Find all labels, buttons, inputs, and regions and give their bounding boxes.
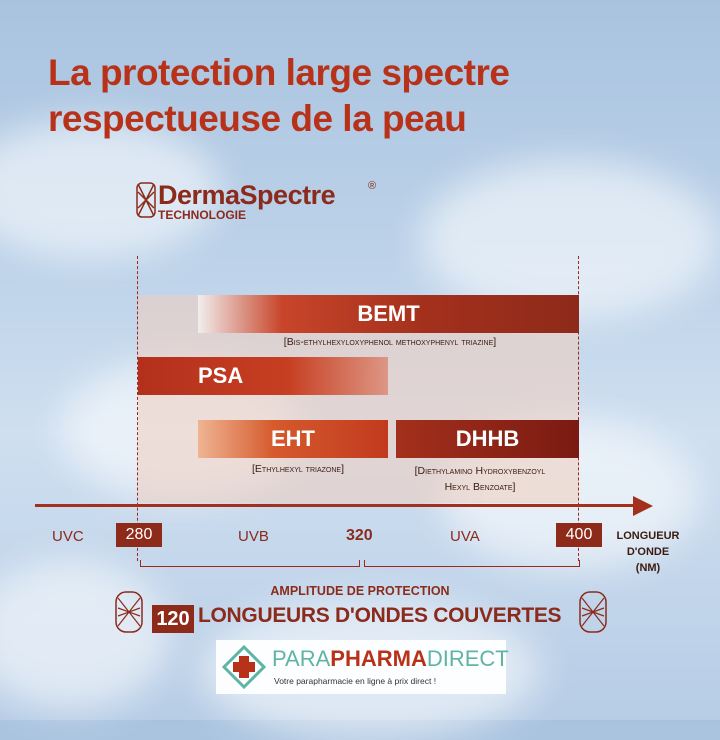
tick-320: 320 (346, 527, 373, 544)
eht-label: EHT (271, 426, 315, 451)
range-uva: UVA (450, 528, 480, 545)
logo-wordmark: PARAPHARMADIRECT (272, 646, 509, 671)
dashed-line-280 (137, 256, 138, 561)
dhhb-description: [Diethylamino Hydroxybenzoyl Hexyl Benzo… (414, 465, 546, 493)
tick-400: 400 (556, 523, 602, 547)
brand-subtitle: TECHNOLOGIE (158, 208, 247, 222)
coil-left-icon (115, 591, 143, 633)
axis-label: LONGUEUR D'ONDE (NM) (616, 530, 680, 574)
axis-arrow-icon (633, 496, 653, 516)
pharmacy-cross-icon (222, 645, 266, 689)
wavelength-axis (35, 504, 640, 507)
bemt-label: BEMT (357, 301, 420, 326)
dhhb-bar: DHHB (396, 420, 579, 458)
range-uvb: UVB (238, 528, 269, 545)
title-line-2: respectueuse de la peau (48, 98, 467, 139)
brand-name: DermaSpectre (158, 180, 336, 210)
dermaspectre-icon (136, 182, 156, 218)
parapharmadirect-logo: PARAPHARMADIRECT Votre parapharmacie en … (216, 640, 509, 694)
bemt-description: [Bis-ethylhexyloxyphenol methoxyphenyl t… (283, 336, 497, 348)
tick-280: 280 (116, 523, 162, 547)
psa-bar: PSA (138, 357, 388, 395)
title-line-1: La protection large spectre (48, 52, 510, 93)
range-uvc: UVC (52, 528, 84, 545)
uvb-bracket (140, 560, 360, 567)
page-title: La protection large spectre respectueuse… (48, 50, 688, 142)
uva-bracket (364, 560, 580, 567)
coil-right-icon (579, 591, 607, 633)
amplitude-heading: AMPLITUDE DE PROTECTION (270, 584, 450, 598)
wavelength-count: 120 (152, 605, 194, 633)
dashed-line-400 (578, 256, 579, 561)
wavelength-count-label: LONGUEURS D'ONDES COUVERTES (198, 604, 562, 627)
bemt-bar: BEMT (198, 295, 579, 333)
dhhb-label: DHHB (455, 426, 520, 451)
registered-mark: ® (368, 180, 377, 192)
eht-bar: EHT (198, 420, 388, 458)
psa-label: PSA (198, 363, 244, 388)
eht-description: [Ethylhexyl triazone] (252, 463, 344, 475)
logo-tagline: Votre parapharmacie en ligne à prix dire… (274, 676, 437, 686)
